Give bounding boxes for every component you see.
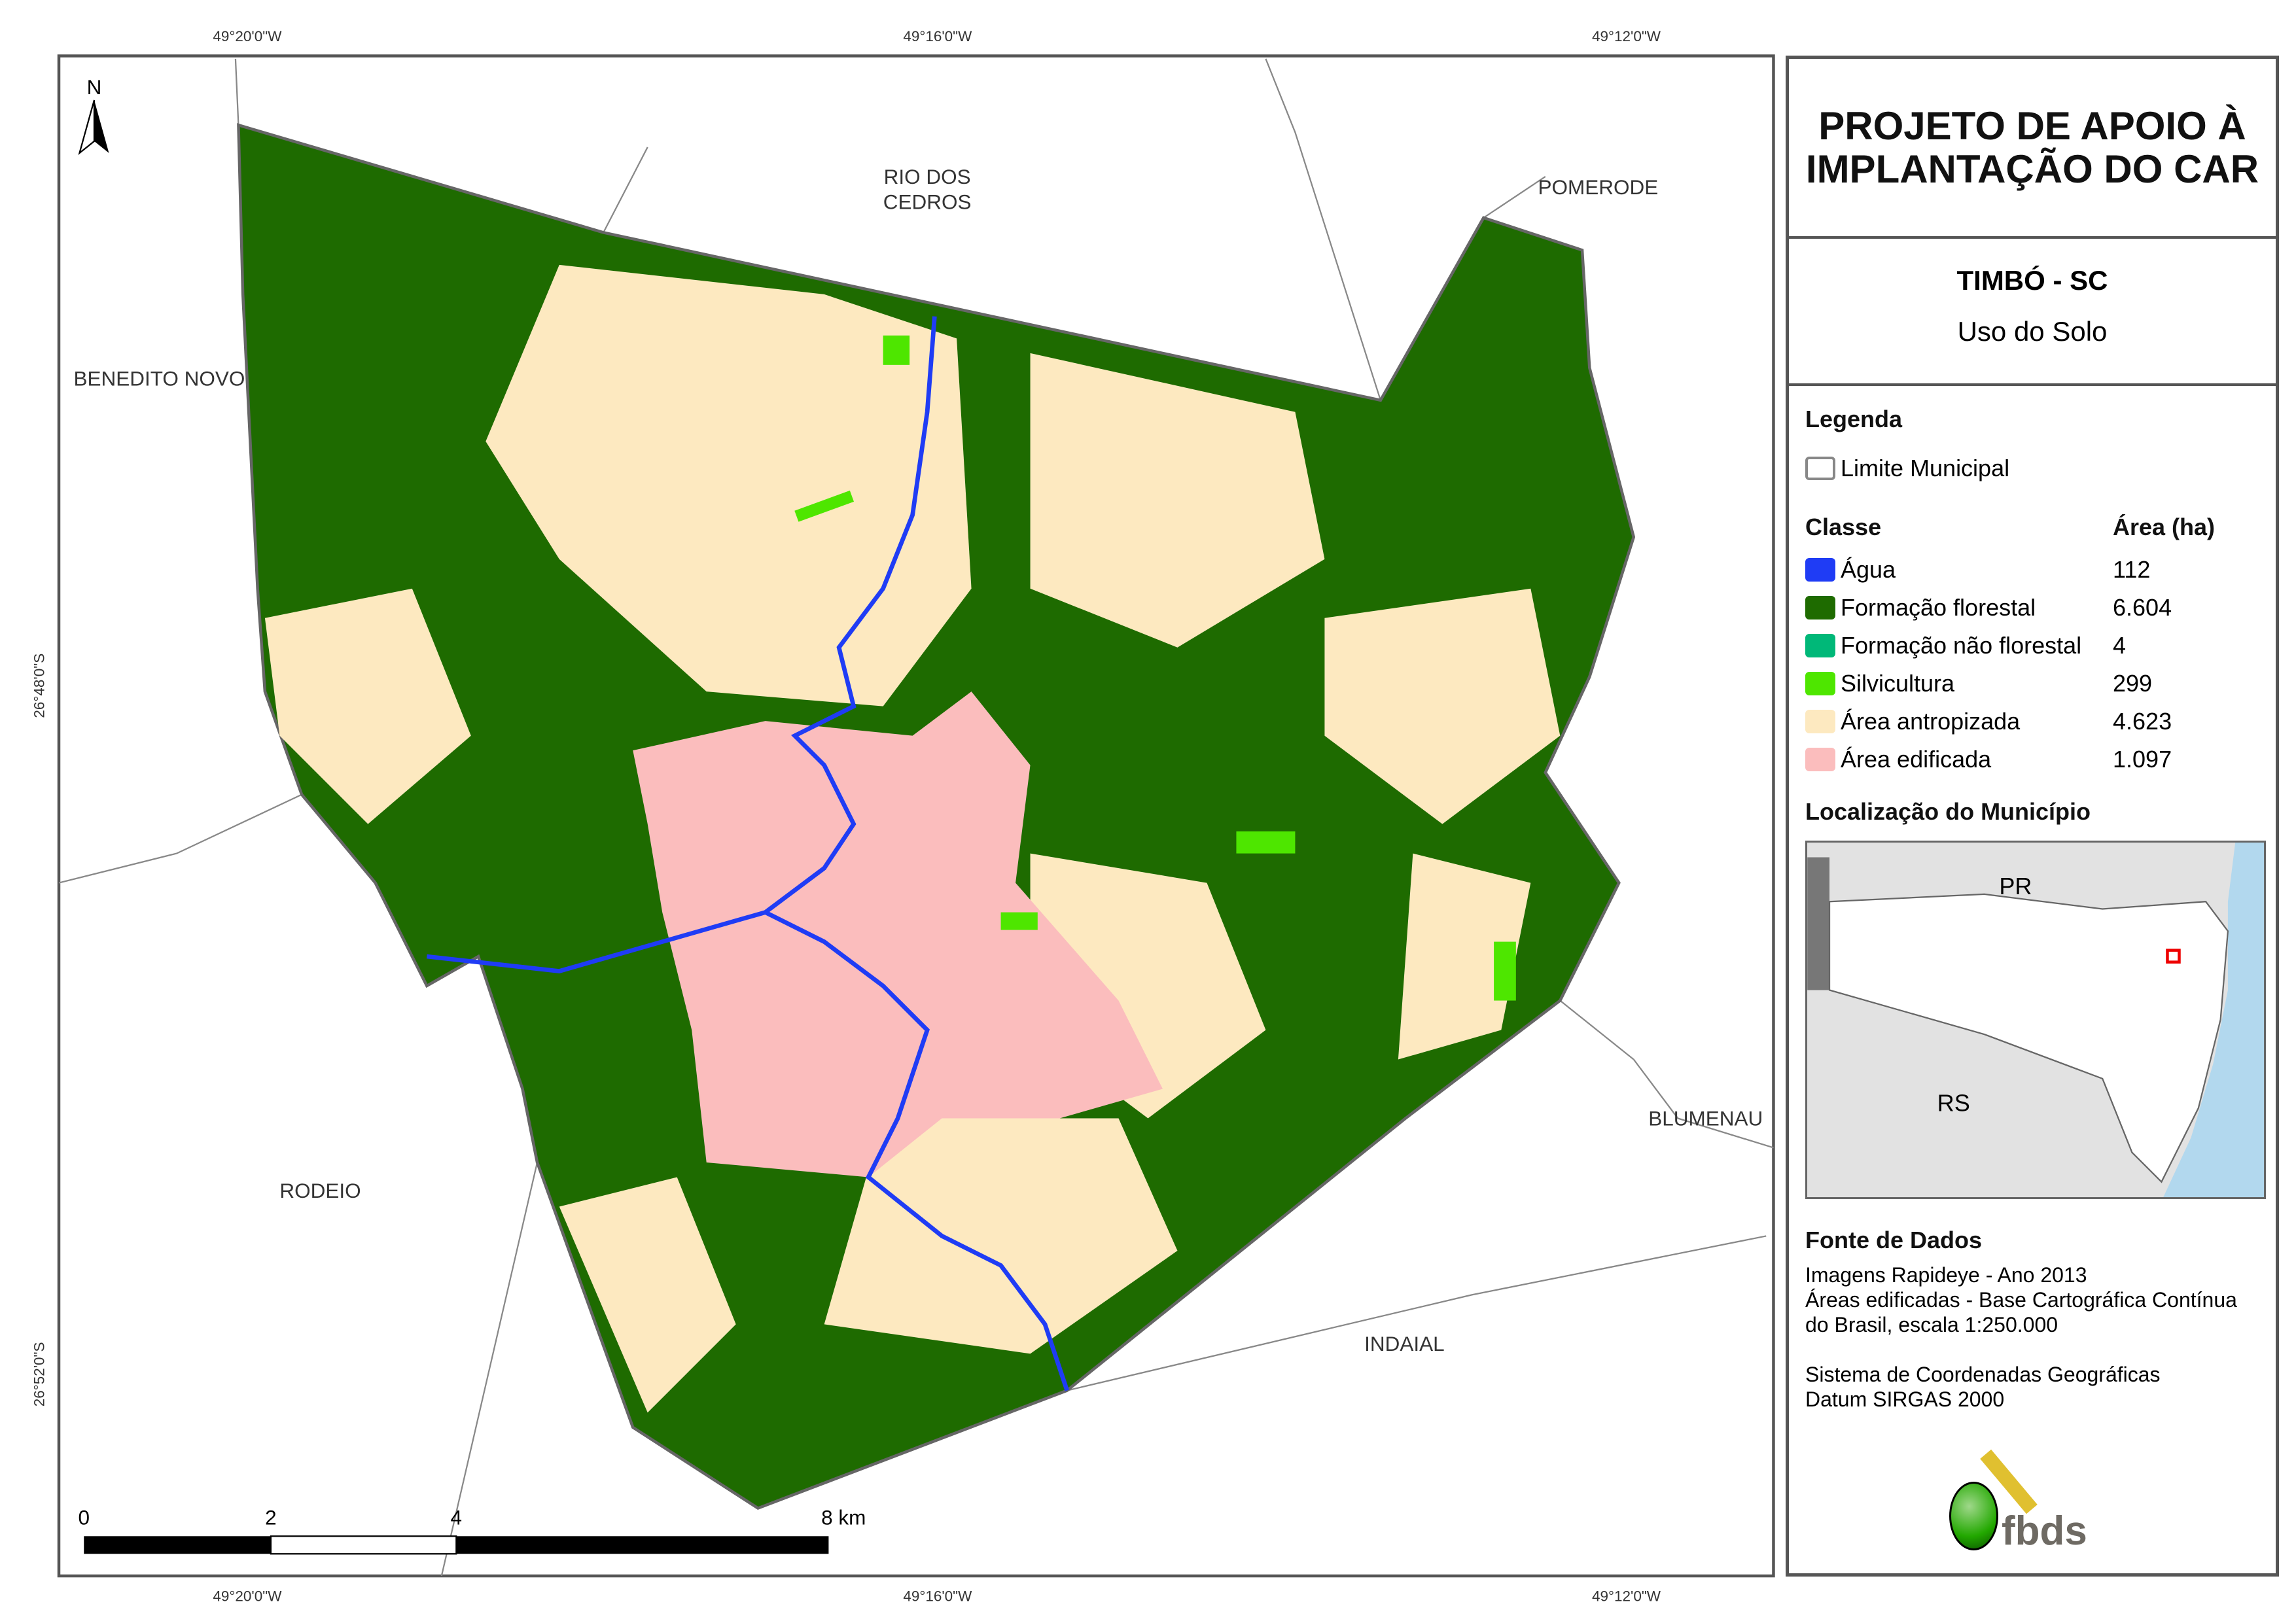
legend-item: Formação florestal 6.604 bbox=[1805, 594, 2263, 621]
neighbor-label: RIO DOS bbox=[884, 165, 971, 188]
svg-text:8 km: 8 km bbox=[821, 1505, 866, 1529]
legend-item: Silvicultura 299 bbox=[1805, 670, 2263, 697]
class-name: Formação florestal bbox=[1841, 594, 2036, 621]
source-line: do Brasil, escala 1:250.000 bbox=[1805, 1313, 2058, 1336]
north-arrow: N bbox=[78, 75, 109, 155]
location-heading: Localização do Município bbox=[1805, 798, 2091, 825]
source-line: Imagens Rapideye - Ano 2013 bbox=[1805, 1263, 2087, 1287]
lon-tick: 49°20'0"W bbox=[213, 28, 282, 44]
silviculture-patches bbox=[794, 335, 1516, 1001]
legend-item: Área antropizada 4.623 bbox=[1805, 708, 2263, 735]
class-name: Silvicultura bbox=[1841, 670, 1955, 697]
page-title: PROJETO DE APOIO À IMPLANTAÇÃO DO CAR bbox=[1789, 59, 2276, 239]
legend-swatch bbox=[1805, 672, 1835, 695]
lon-tick: 49°12'0"W bbox=[1592, 28, 1661, 44]
source-line: Áreas edificadas - Base Cartográfica Con… bbox=[1805, 1288, 2237, 1312]
class-area: 1.097 bbox=[2113, 746, 2172, 773]
lon-tick: 49°16'0"W bbox=[903, 28, 972, 44]
legend-item: Água 112 bbox=[1805, 556, 2263, 584]
lat-tick: 26°52'0"S bbox=[31, 1342, 48, 1406]
svg-text:2: 2 bbox=[265, 1505, 277, 1529]
municipality-name: TIMBÓ - SC bbox=[1956, 265, 2108, 296]
legend-panel: PROJETO DE APOIO À IMPLANTAÇÃO DO CAR TI… bbox=[1786, 56, 2279, 1577]
area-header: Área (ha) bbox=[2113, 514, 2216, 540]
class-name: Água bbox=[1841, 556, 1896, 583]
neighbor-boundaries bbox=[58, 58, 1774, 1577]
legend-swatch bbox=[1805, 710, 1835, 733]
neighbor-label: CEDROS bbox=[883, 190, 972, 213]
legend-swatch bbox=[1805, 596, 1835, 620]
location-inset-map: PR RS bbox=[1805, 841, 2266, 1199]
built-area bbox=[633, 691, 1163, 1178]
neighbor-label: BENEDITO NOVO bbox=[73, 366, 245, 390]
legend-swatch bbox=[1805, 558, 1835, 582]
neighbor-label: INDAIAL bbox=[1364, 1332, 1444, 1355]
lat-tick: 26°48'0"S bbox=[31, 654, 48, 718]
source-line: Sistema de Coordenadas Geográficas bbox=[1805, 1363, 2161, 1386]
fbds-logo: fbds bbox=[1949, 1446, 2119, 1557]
legend-item: Formação não florestal 4 bbox=[1805, 632, 2263, 659]
class-area: 299 bbox=[2113, 670, 2153, 697]
legend-item: Área edificada 1.097 bbox=[1805, 746, 2263, 773]
lon-tick: 49°12'0"W bbox=[1592, 1588, 1661, 1604]
legend-swatch bbox=[1805, 634, 1835, 657]
class-area: 4.623 bbox=[2113, 708, 2172, 735]
class-area: 112 bbox=[2113, 556, 2151, 583]
river bbox=[426, 316, 1069, 1391]
class-header: Classe bbox=[1805, 514, 1882, 540]
class-name: Área antropizada bbox=[1841, 708, 2021, 735]
svg-text:N: N bbox=[87, 75, 102, 99]
boundary-label: Limite Municipal bbox=[1841, 455, 2010, 481]
state-label: PR bbox=[1999, 873, 2032, 899]
map-subtitle: Uso do Solo bbox=[1957, 316, 2108, 347]
class-name: Formação não florestal bbox=[1841, 632, 2082, 659]
boundary-swatch bbox=[1805, 457, 1835, 480]
sources-heading: Fonte de Dados bbox=[1805, 1227, 1983, 1253]
neighbor-label: RODEIO bbox=[279, 1179, 361, 1202]
legend-heading: Legenda bbox=[1805, 406, 1903, 432]
source-line bbox=[1805, 1337, 2237, 1362]
state-label: RS bbox=[1937, 1089, 1970, 1116]
neighbor-label: POMERODE bbox=[1538, 175, 1659, 199]
class-name: Área edificada bbox=[1841, 746, 1992, 773]
lon-tick: 49°16'0"W bbox=[903, 1588, 972, 1604]
class-area: 6.604 bbox=[2113, 594, 2172, 621]
svg-text:0: 0 bbox=[78, 1505, 90, 1529]
lon-tick: 49°20'0"W bbox=[213, 1588, 282, 1604]
neighbor-label: BLUMENAU bbox=[1648, 1107, 1763, 1130]
svg-text:4: 4 bbox=[451, 1505, 463, 1529]
class-area: 4 bbox=[2113, 632, 2127, 659]
source-line: Datum SIRGAS 2000 bbox=[1805, 1387, 2005, 1411]
legend-swatch bbox=[1805, 748, 1835, 771]
scale-bar: 0 2 4 8 km bbox=[78, 1505, 866, 1555]
